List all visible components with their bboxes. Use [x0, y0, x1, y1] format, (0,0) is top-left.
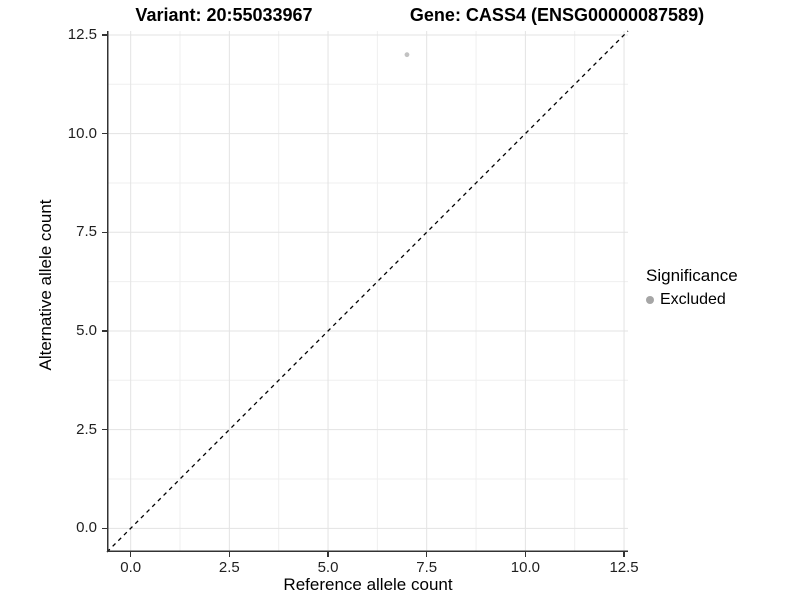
- x-axis-tick-mark: [129, 552, 132, 557]
- y-axis-tick-label: 10.0: [67, 124, 97, 142]
- y-axis-tick-label: 2.5: [76, 420, 97, 438]
- y-axis-tick-label: 7.5: [76, 223, 97, 241]
- x-axis-tick-mark: [425, 552, 428, 557]
- legend-point-icon: [646, 296, 654, 304]
- x-axis-tick-label: 12.5: [609, 559, 639, 576]
- y-axis-tick-label: 5.0: [76, 321, 97, 339]
- legend-entry-excluded: Excluded: [646, 291, 738, 309]
- x-axis-tick-label: 10.0: [510, 559, 540, 576]
- y-axis-tick-mark: [102, 34, 107, 36]
- y-axis-tick-label: 12.5: [67, 25, 97, 43]
- legend-entry-label: Excluded: [660, 291, 726, 308]
- data-point-excluded: [404, 52, 410, 58]
- legend-title: Significance: [646, 266, 738, 285]
- y-axis-tick-label: 0.0: [76, 519, 97, 537]
- x-axis-tick-mark: [327, 552, 329, 557]
- x-axis-tick-label: 5.0: [317, 559, 339, 576]
- x-axis-tick-mark: [524, 552, 527, 557]
- y-axis-tick-mark: [102, 231, 107, 234]
- plot-canvas: [106, 30, 629, 553]
- x-axis-tick-label: 0.0: [120, 559, 142, 576]
- plot-title-variant: Variant: 20:55033967: [135, 5, 313, 25]
- x-axis-tick-mark: [228, 552, 231, 557]
- identity-reference-line: [106, 30, 629, 553]
- x-axis-tick-label: 2.5: [218, 559, 240, 576]
- y-axis-tick-mark: [102, 527, 107, 530]
- plot-panel: [106, 30, 629, 553]
- x-axis-title: Reference allele count: [283, 575, 453, 594]
- plot-title-gene: Gene: CASS4 (ENSG00000087589): [409, 5, 705, 25]
- y-axis-tick-mark: [102, 330, 107, 332]
- x-axis-tick-mark: [623, 552, 625, 557]
- x-axis-tick-label: 7.5: [416, 559, 438, 576]
- y-axis-tick-mark: [102, 428, 107, 431]
- legend: Significance Excluded: [646, 266, 738, 309]
- y-axis-tick-mark: [102, 132, 107, 135]
